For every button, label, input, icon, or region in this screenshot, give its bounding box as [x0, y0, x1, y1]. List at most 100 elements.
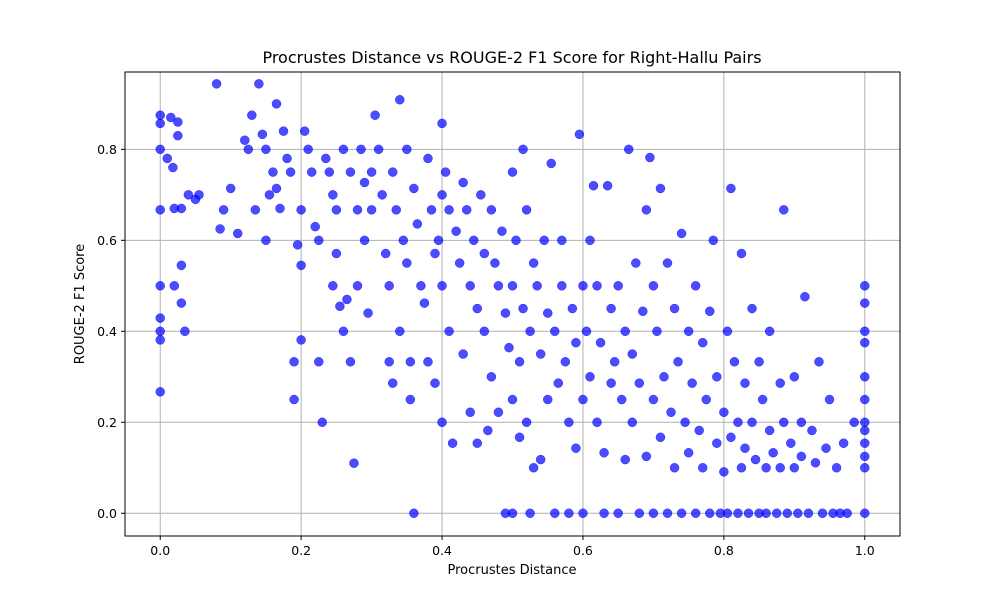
data-point — [771, 508, 782, 519]
data-point — [465, 281, 475, 291]
data-point — [712, 372, 722, 382]
data-point — [669, 303, 680, 314]
data-point — [472, 303, 483, 314]
data-point — [387, 167, 398, 177]
data-point — [550, 508, 560, 519]
data-point — [377, 190, 387, 200]
data-point — [363, 308, 373, 318]
data-point — [690, 281, 701, 291]
data-point — [571, 443, 581, 453]
y-axis: 0.0 0.2 0.4 0.6 0.8 — [97, 142, 125, 521]
data-point — [405, 357, 416, 367]
data-point — [419, 298, 430, 308]
x-axis: 0.0 0.2 0.4 0.6 0.8 1.0 — [150, 536, 875, 558]
data-point — [860, 451, 870, 462]
data-point — [317, 417, 328, 428]
data-point — [641, 205, 652, 215]
data-point — [842, 508, 852, 519]
data-point — [722, 508, 733, 519]
data-point — [733, 417, 743, 428]
data-point — [838, 438, 849, 448]
data-point — [366, 167, 377, 177]
data-point — [440, 167, 451, 177]
data-point — [638, 306, 648, 317]
data-point — [595, 337, 606, 348]
y-axis-label: ROUGE-2 F1 Score — [73, 244, 88, 364]
data-point — [169, 281, 180, 291]
data-point — [613, 508, 623, 519]
data-point — [620, 454, 630, 465]
data-point — [574, 129, 585, 140]
data-point — [493, 407, 504, 418]
data-point — [860, 508, 870, 519]
data-point — [683, 326, 694, 337]
data-point — [620, 326, 630, 337]
data-point — [694, 425, 704, 436]
data-point — [779, 205, 789, 215]
data-point — [264, 190, 275, 200]
data-point — [458, 177, 468, 188]
data-point — [627, 417, 638, 428]
data-point — [535, 454, 546, 465]
data-point — [592, 281, 602, 291]
data-point — [395, 94, 405, 105]
data-point — [240, 135, 250, 145]
data-point — [800, 291, 810, 302]
data-point — [345, 167, 356, 177]
data-point — [405, 394, 416, 405]
data-point — [581, 326, 592, 337]
data-point — [775, 463, 785, 473]
data-point — [176, 298, 187, 308]
data-point — [631, 258, 641, 268]
data-point — [514, 357, 525, 367]
data-point — [342, 294, 352, 305]
data-point — [437, 281, 447, 291]
data-point — [860, 394, 870, 405]
data-point — [211, 79, 222, 89]
data-point — [243, 144, 254, 155]
data-point — [708, 235, 719, 246]
data-point — [173, 130, 183, 141]
data-point — [384, 357, 394, 367]
data-point — [328, 281, 338, 291]
x-tick-label: 0.8 — [714, 543, 734, 558]
data-point — [525, 508, 535, 519]
data-point — [278, 126, 289, 136]
data-point — [719, 407, 729, 418]
data-point — [747, 417, 757, 428]
x-tick-label: 0.2 — [291, 543, 311, 558]
data-point — [676, 508, 687, 519]
data-point — [553, 378, 564, 388]
data-point — [683, 448, 694, 458]
data-point — [860, 326, 870, 337]
data-point — [349, 458, 359, 468]
data-point — [775, 378, 785, 388]
data-point — [268, 167, 278, 177]
data-point — [476, 190, 486, 200]
data-point — [609, 357, 620, 367]
data-point — [384, 281, 394, 291]
data-point — [557, 281, 567, 291]
data-point — [314, 235, 324, 246]
data-point — [634, 508, 645, 519]
data-point — [550, 326, 560, 337]
data-point — [648, 508, 659, 519]
data-point — [497, 226, 507, 236]
data-point — [743, 508, 754, 519]
data-point — [370, 110, 380, 120]
y-tick-label: 0.0 — [97, 506, 117, 521]
data-point — [779, 417, 789, 428]
data-point — [493, 281, 504, 291]
plot-points — [155, 79, 870, 519]
data-point — [155, 313, 165, 323]
data-point — [331, 205, 342, 215]
data-point — [705, 306, 715, 317]
data-point — [162, 153, 173, 164]
data-point — [521, 205, 532, 215]
data-point — [173, 117, 183, 127]
data-point — [387, 378, 398, 388]
plot-frame — [124, 71, 901, 537]
data-point — [747, 303, 757, 314]
data-point — [740, 378, 750, 388]
data-point — [402, 144, 412, 155]
